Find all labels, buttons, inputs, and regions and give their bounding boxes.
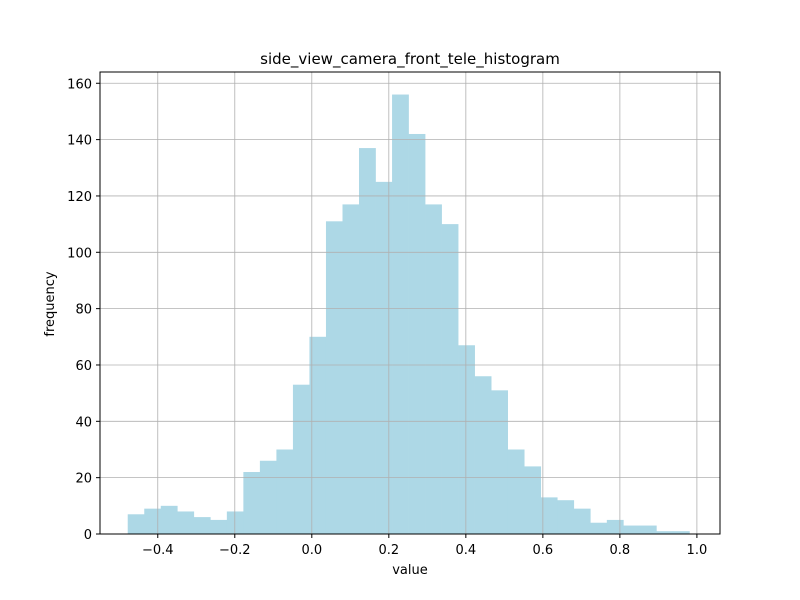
y-tick-label: 0 xyxy=(84,528,92,543)
histogram-bar xyxy=(639,525,657,534)
y-tick-label: 100 xyxy=(67,246,92,261)
y-tick-label: 120 xyxy=(67,190,92,205)
histogram-bar xyxy=(342,204,360,534)
x-tick-label: 0.4 xyxy=(455,543,476,558)
y-tick-label: 40 xyxy=(75,415,92,430)
histogram-bar xyxy=(243,472,261,534)
histogram-bar xyxy=(623,525,641,534)
histogram-bar xyxy=(672,531,690,534)
histogram-bar xyxy=(325,221,343,535)
histogram-bar xyxy=(458,345,475,534)
histogram-bar xyxy=(557,500,575,534)
histogram-bar xyxy=(425,204,442,534)
y-tick-label: 20 xyxy=(75,472,92,487)
histogram-bar xyxy=(524,466,542,534)
axes xyxy=(99,71,721,535)
histogram-bar xyxy=(408,133,426,535)
x-tick-label: −0.4 xyxy=(142,543,174,558)
x-tick-label: 1.0 xyxy=(687,543,708,558)
histogram-bar xyxy=(656,531,674,534)
histogram-bar xyxy=(309,336,327,534)
x-axis-label: value xyxy=(392,563,428,578)
histogram-bar xyxy=(606,519,624,534)
histogram-bar xyxy=(573,508,591,534)
y-axis-label: frequency xyxy=(43,271,58,337)
histogram-bar xyxy=(375,181,393,534)
x-tick-label: 0.6 xyxy=(533,543,554,558)
histogram-bar xyxy=(177,511,195,534)
histogram-bar xyxy=(441,224,459,534)
x-tick-label: 0.0 xyxy=(301,543,322,558)
y-tick-label: 60 xyxy=(75,359,92,374)
histogram-bar xyxy=(276,449,294,534)
histogram-bar xyxy=(160,505,178,534)
histogram-bar xyxy=(491,390,508,534)
histogram-bar xyxy=(292,384,310,534)
plot-frame xyxy=(99,71,721,535)
x-tick-label: −0.2 xyxy=(219,543,251,558)
histogram-bar xyxy=(144,508,162,534)
histogram-bar xyxy=(474,376,492,534)
histogram-bar xyxy=(359,148,376,534)
histogram-bars xyxy=(127,94,690,535)
histogram-bar xyxy=(507,449,525,534)
y-tick-label: 160 xyxy=(67,77,92,92)
y-axis-ticks: 0 20 40 60 80 100 120 140 160 xyxy=(67,77,100,543)
histogram-bar xyxy=(127,514,145,534)
histogram-bar xyxy=(392,94,409,534)
histogram-bar xyxy=(226,511,244,534)
histogram-bar xyxy=(590,522,608,534)
x-tick-label: 0.8 xyxy=(610,543,631,558)
x-tick-label: 0.2 xyxy=(378,543,399,558)
y-tick-label: 140 xyxy=(67,134,92,149)
x-axis-ticks: −0.4 −0.2 0.0 0.2 0.4 0.6 0.8 1.0 xyxy=(142,534,707,558)
y-tick-label: 80 xyxy=(75,303,92,318)
chart-title: side_view_camera_front_tele_histogram xyxy=(260,50,560,69)
histogram-bar xyxy=(193,517,211,534)
histogram-bar xyxy=(540,497,558,534)
histogram-bar xyxy=(210,519,228,534)
histogram-bar xyxy=(259,460,277,534)
